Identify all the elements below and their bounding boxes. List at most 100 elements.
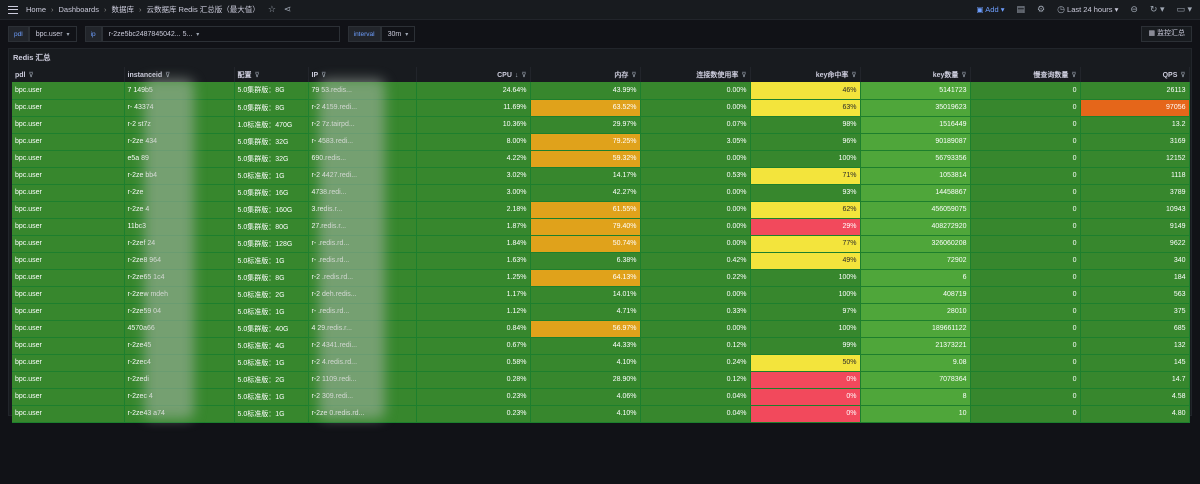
dashboard-icon: ▦ <box>1148 30 1157 37</box>
breadcrumb-separator: › <box>138 5 142 14</box>
redis-summary-panel: Redis 汇总 pdl ⊽ instanceid ⊽ 配置 ⊽ IP ⊽ CPU ↓ ⊽ 内存 ⊽ 连接… <box>8 48 1192 423</box>
summary-link-button[interactable]: ▦ 监控汇总 <box>1141 26 1192 42</box>
column-header[interactable]: 配置 ⊽ <box>234 67 309 82</box>
breadcrumb-home[interactable]: Home <box>26 5 47 14</box>
ip-value: r-2ze5bc2487845042... 5... <box>108 31 193 38</box>
cell-slow: 0 <box>970 371 1081 389</box>
top-nav: Home › Dashboards › 数据库 › 云数据库 Redis 汇总版… <box>0 0 1200 20</box>
column-header[interactable]: IP ⊽ <box>308 67 417 82</box>
cell-mem: 43.99% <box>530 82 641 100</box>
column-header-label: key命中率 <box>815 71 849 79</box>
column-header-label: 连接数使用率 <box>696 71 739 79</box>
column-header[interactable]: 内存 ⊽ <box>530 67 641 82</box>
cell-conn: 0.04% <box>640 405 751 423</box>
cell-mem: 4.06% <box>530 388 641 406</box>
zoom-out-icon[interactable]: ⊖ <box>1130 4 1138 14</box>
column-header[interactable]: CPU ↓ ⊽ <box>416 67 531 82</box>
cell-mem: 14.01% <box>530 286 641 304</box>
column-header[interactable]: 连接数使用率 ⊽ <box>640 67 751 82</box>
cell-pdl: bpc.user <box>12 252 125 270</box>
variable-select-ip[interactable]: r-2ze5bc2487845042... 5... ▾ <box>101 26 340 42</box>
column-header[interactable]: instanceid ⊽ <box>124 67 235 82</box>
variable-select-interval[interactable]: 30m ▾ <box>380 26 416 42</box>
column-header[interactable]: key数量 ⊽ <box>860 67 971 82</box>
cell-keys: 408272920 <box>860 218 971 236</box>
cell-config: 5.0标准版：1G <box>234 354 309 372</box>
breadcrumb-folder[interactable]: 数据库 <box>111 5 134 14</box>
cell-hit: 99% <box>750 337 861 355</box>
cell-hit: 50% <box>750 354 861 372</box>
redis-summary-table: pdl ⊽ instanceid ⊽ 配置 ⊽ IP ⊽ CPU ↓ ⊽ 内存 ⊽ 连接数使用率 ⊽ key命… <box>12 67 1190 423</box>
cell-keys: 21373221 <box>860 337 971 355</box>
breadcrumb-dashboards[interactable]: Dashboards <box>58 5 99 14</box>
menu-icon[interactable] <box>8 5 18 14</box>
filter-icon[interactable]: ⊽ <box>1071 71 1077 79</box>
cell-hit: 97% <box>750 303 861 321</box>
cell-mem: 4.10% <box>530 354 641 372</box>
cell-hit: 49% <box>750 252 861 270</box>
sort-desc-icon: ↓ <box>514 71 519 79</box>
cell-mem: 61.55% <box>530 201 641 219</box>
add-button[interactable]: ▣ Add ▾ <box>976 5 1005 14</box>
filter-icon[interactable]: ⊽ <box>521 71 527 79</box>
cell-conn: 0.00% <box>640 235 751 253</box>
filter-icon[interactable]: ⊽ <box>851 71 857 79</box>
cell-qps: 563 <box>1080 286 1190 304</box>
cell-cpu: 11.69% <box>416 99 531 117</box>
cell-hit: 77% <box>750 235 861 253</box>
share-icon[interactable]: ⋖ <box>283 4 292 14</box>
cell-keys: 5141723 <box>860 82 971 100</box>
filter-icon[interactable]: ⊽ <box>165 71 171 79</box>
panel-title: Redis 汇总 <box>13 53 51 62</box>
cell-hit: 93% <box>750 184 861 202</box>
filter-icon[interactable]: ⊽ <box>321 71 327 79</box>
breadcrumb-separator: › <box>51 5 54 14</box>
cell-keys: 1516449 <box>860 116 971 134</box>
cell-slow: 0 <box>970 150 1081 168</box>
column-header[interactable]: QPS ⊽ <box>1080 67 1190 82</box>
column-header[interactable]: key命中率 ⊽ <box>750 67 861 82</box>
save-icon[interactable]: ▤ <box>1016 4 1026 14</box>
star-icon[interactable]: ☆ <box>267 4 276 14</box>
refresh-icon[interactable]: ↻ ▾ <box>1149 4 1165 14</box>
filter-icon[interactable]: ⊽ <box>1180 71 1186 79</box>
filter-icon[interactable]: ⊽ <box>741 71 747 79</box>
pdl-value: bpc.user <box>35 31 63 38</box>
cell-cpu: 1.17% <box>416 286 531 304</box>
column-header[interactable]: pdl ⊽ <box>12 67 125 82</box>
cell-cpu: 10.36% <box>416 116 531 134</box>
cell-mem: 79.25% <box>530 133 641 151</box>
filter-icon[interactable]: ⊽ <box>254 71 260 79</box>
tv-mode-icon[interactable]: ▭ ▾ <box>1176 4 1192 14</box>
cell-qps: 14.7 <box>1080 371 1190 389</box>
cell-pdl: bpc.user <box>12 269 125 287</box>
cell-keys: 9.08 <box>860 354 971 372</box>
cell-pdl: bpc.user <box>12 303 125 321</box>
filter-icon[interactable]: ⊽ <box>961 71 967 79</box>
settings-icon[interactable]: ⚙ <box>1037 4 1046 14</box>
cell-mem: 64.13% <box>530 269 641 287</box>
filter-icon[interactable]: ⊽ <box>631 71 637 79</box>
cell-cpu: 2.18% <box>416 201 531 219</box>
cell-pdl: bpc.user <box>12 371 125 389</box>
filter-icon[interactable]: ⊽ <box>28 71 34 79</box>
cell-mem: 6.38% <box>530 252 641 270</box>
variable-label-interval: interval <box>347 26 381 42</box>
cell-conn: 0.00% <box>640 99 751 117</box>
variable-select-pdl[interactable]: bpc.user ▾ <box>28 26 77 42</box>
breadcrumb-dashboard: 云数据库 Redis 汇总版（最大值） <box>146 5 260 14</box>
time-picker[interactable]: ◷ Last 24 hours ▾ <box>1057 4 1119 14</box>
cell-mem: 79.40% <box>530 218 641 236</box>
cell-slow: 0 <box>970 235 1081 253</box>
column-header[interactable]: 慢查询数量 ⊽ <box>970 67 1081 82</box>
cell-hit: 96% <box>750 133 861 151</box>
cell-slow: 0 <box>970 82 1081 100</box>
cell-slow: 0 <box>970 337 1081 355</box>
cell-qps: 184 <box>1080 269 1190 287</box>
cell-slow: 0 <box>970 116 1081 134</box>
cell-conn: 3.05% <box>640 133 751 151</box>
cell-mem: 29.97% <box>530 116 641 134</box>
